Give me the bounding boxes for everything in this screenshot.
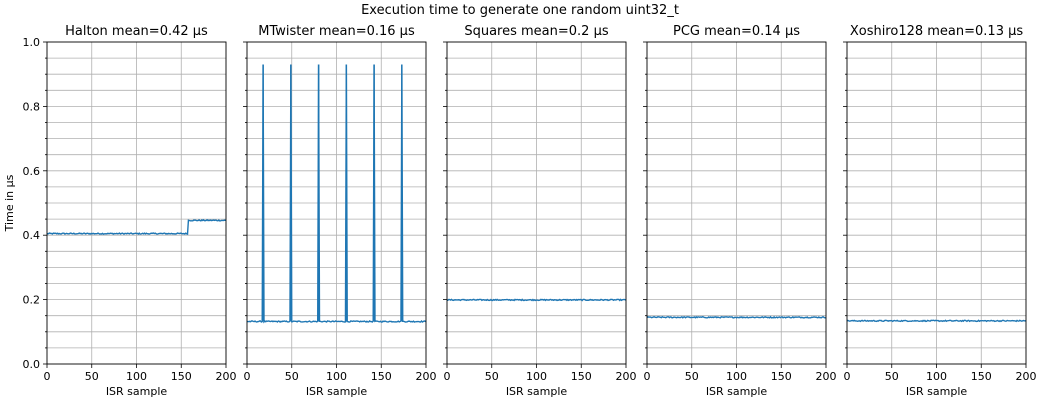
panel-title: Halton mean=0.42 µs <box>65 24 208 39</box>
x-axis-label: ISR sample <box>906 385 968 398</box>
y-tick-label: 0.8 <box>23 100 41 113</box>
x-tick-label: 200 <box>616 370 637 383</box>
x-tick-label: 200 <box>1016 370 1037 383</box>
x-tick-label: 0 <box>444 370 451 383</box>
x-axis-label: ISR sample <box>506 385 568 398</box>
series-line-mtwister <box>246 64 427 324</box>
panel-pcg: 0 50 100 150 200 ISR sample PCG mean=0.14 µs <box>643 24 837 398</box>
x-tick-label: 50 <box>485 370 499 383</box>
y-axis-label: Time in µs <box>3 174 16 232</box>
panel-mtwister: 0 50 100 150 200 ISR sample MTwister mean=0.16… <box>243 24 437 398</box>
x-tick-label: 100 <box>926 370 947 383</box>
x-tick-label: 150 <box>571 370 592 383</box>
x-tick-label: 50 <box>285 370 299 383</box>
panel-squares: 0 50 100 150 200 ISR sample Squares mean=0.2 µ… <box>443 24 637 398</box>
x-tick-label: 100 <box>326 370 347 383</box>
x-tick-label: 200 <box>416 370 437 383</box>
x-tick-label: 150 <box>771 370 792 383</box>
series-line-halton <box>46 218 227 236</box>
panels-group: 0.0 0.2 0.4 0.6 0.8 1.0 0 50 100 150 200 ISR sample… <box>23 24 1037 398</box>
x-tick-label: 0 <box>644 370 651 383</box>
panel-title: Squares mean=0.2 µs <box>464 24 609 39</box>
panel-xoshiro128: 0 50 100 150 200 ISR sample Xoshiro128 mean=0.… <box>843 24 1037 398</box>
x-tick-label: 50 <box>85 370 99 383</box>
x-tick-label: 0 <box>244 370 251 383</box>
x-axis-label: ISR sample <box>706 385 768 398</box>
x-tick-label: 200 <box>216 370 237 383</box>
chart-title: Execution time to generate one random ui… <box>361 3 679 18</box>
panel-title: Xoshiro128 mean=0.13 µs <box>850 24 1024 39</box>
x-tick-label: 100 <box>126 370 147 383</box>
x-axis-label: ISR sample <box>106 385 168 398</box>
x-tick-label: 0 <box>844 370 851 383</box>
panel-title: MTwister mean=0.16 µs <box>258 24 415 39</box>
x-tick-label: 150 <box>971 370 992 383</box>
x-tick-label: 150 <box>171 370 192 383</box>
x-tick-label: 50 <box>885 370 899 383</box>
x-tick-label: 0 <box>44 370 51 383</box>
y-tick-label: 0.6 <box>23 165 41 178</box>
series-line-squares <box>446 298 627 302</box>
panel-halton: 0.0 0.2 0.4 0.6 0.8 1.0 0 50 100 150 200 ISR sample… <box>23 24 237 398</box>
series-line-pcg <box>646 315 827 319</box>
y-tick-label: 0.2 <box>23 294 41 307</box>
y-tick-label: 0.0 <box>23 358 41 371</box>
panel-title: PCG mean=0.14 µs <box>673 24 800 39</box>
x-tick-label: 150 <box>371 370 392 383</box>
y-tick-label: 0.4 <box>23 229 41 242</box>
x-tick-label: 100 <box>526 370 547 383</box>
y-tick-label: 1.0 <box>23 36 41 49</box>
series-line-xoshiro128 <box>846 319 1027 323</box>
x-tick-label: 100 <box>726 370 747 383</box>
x-axis-label: ISR sample <box>306 385 368 398</box>
x-tick-label: 50 <box>685 370 699 383</box>
x-tick-label: 200 <box>816 370 837 383</box>
